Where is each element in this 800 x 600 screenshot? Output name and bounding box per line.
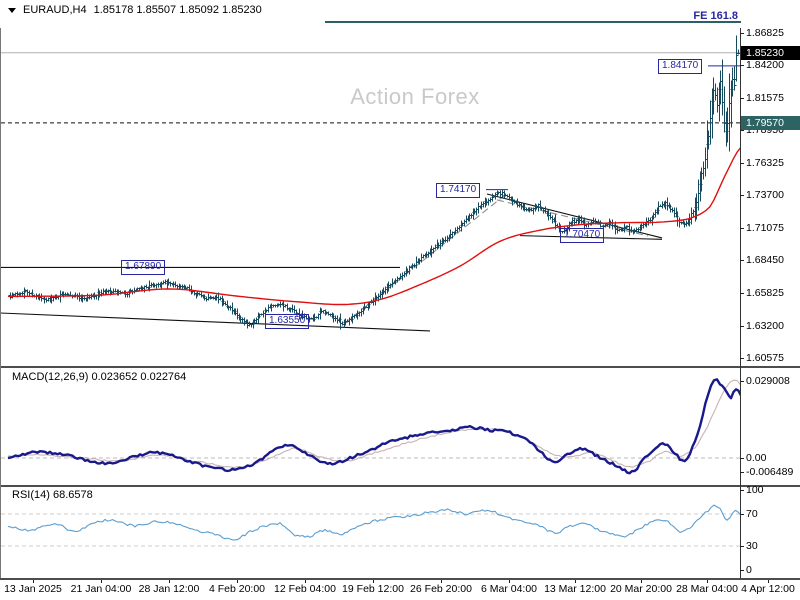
axis-tick	[740, 326, 744, 327]
time-tick-label: 4 Apr 12:00	[741, 583, 795, 595]
axis-tick	[740, 130, 744, 131]
main-price-panel[interactable]	[0, 28, 741, 366]
time-tick-label: 21 Jan 04:00	[70, 583, 132, 595]
axis-tick	[740, 514, 744, 515]
time-axis-tick	[768, 580, 769, 583]
price-tick-label: 1.68450	[746, 254, 784, 266]
rsi-panel[interactable]	[0, 487, 741, 577]
time-axis-tick	[305, 580, 306, 583]
time-axis-tick	[373, 580, 374, 583]
time-axis-tick	[509, 580, 510, 583]
price-annotation-label[interactable]: 1.70470	[560, 228, 605, 243]
price-tick-label: 1.73700	[746, 189, 784, 201]
chart-header: EURAUD,H4 1.85178 1.85507 1.85092 1.8523…	[8, 4, 262, 16]
fib-expansion-label[interactable]: FE 161.8	[693, 10, 738, 22]
macd-panel[interactable]	[0, 368, 741, 485]
symbol-dropdown-icon[interactable]	[8, 7, 16, 13]
price-tick-label: 1.60575	[746, 352, 784, 364]
macd-tick-label: 0.00	[746, 452, 767, 464]
axis-tick	[740, 458, 744, 459]
panel-separator[interactable]	[0, 578, 800, 580]
time-axis-tick	[169, 580, 170, 583]
price-annotation-label[interactable]: 1.63550	[265, 314, 310, 329]
axis-tick	[740, 98, 744, 99]
axis-tick	[740, 293, 744, 294]
watermark: Action Forex	[350, 84, 480, 109]
time-tick-label: 13 Jan 2025	[4, 583, 62, 595]
price-tick-label: 1.84200	[746, 59, 784, 71]
rsi-tick-label: 70	[746, 508, 758, 520]
time-tick-label: 12 Feb 04:00	[274, 583, 336, 595]
time-tick-label: 4 Feb 20:00	[208, 583, 266, 595]
time-tick-label: 6 Mar 04:00	[480, 583, 538, 595]
time-tick-label: 28 Mar 04:00	[676, 583, 738, 595]
axis-tick	[740, 570, 744, 571]
price-tick-label: 1.63200	[746, 320, 784, 332]
macd-tick-label: 0.029008	[746, 375, 790, 387]
axis-tick	[740, 358, 744, 359]
time-tick-label: 20 Mar 20:00	[610, 583, 672, 595]
panel-separator[interactable]	[0, 485, 800, 487]
axis-tick	[740, 163, 744, 164]
price-level-badge: 1.79570	[741, 116, 800, 130]
current-price-badge: 1.85230	[741, 46, 800, 60]
time-axis-tick	[33, 580, 34, 583]
macd-tick-label: -0.006489	[746, 466, 794, 478]
fib-expansion-line[interactable]	[325, 21, 741, 23]
time-axis-tick	[237, 580, 238, 583]
time-tick-label: 19 Feb 12:00	[342, 583, 404, 595]
time-tick-label: 28 Jan 12:00	[138, 583, 200, 595]
price-tick-label: 1.71075	[746, 222, 784, 234]
axis-tick	[740, 260, 744, 261]
price-annotation-label[interactable]: 1.74170	[436, 183, 481, 198]
axis-tick	[740, 490, 744, 491]
price-annotation-label[interactable]: 1.67890	[121, 260, 166, 275]
symbol-timeframe-label: EURAUD,H4	[23, 4, 87, 16]
axis-tick	[740, 195, 744, 196]
time-axis-tick	[575, 580, 576, 583]
axis-tick	[740, 65, 744, 66]
chart-left-border	[0, 28, 1, 578]
panel-separator[interactable]	[0, 366, 800, 368]
time-axis-tick	[101, 580, 102, 583]
price-tick-label: 1.86825	[746, 27, 784, 39]
rsi-tick-label: 30	[746, 540, 758, 552]
ohlc-values: 1.85178 1.85507 1.85092 1.85230	[93, 4, 262, 16]
macd-indicator-label: MACD(12,26,9) 0.023652 0.022764	[12, 371, 187, 383]
axis-tick	[740, 546, 744, 547]
price-tick-label: 1.76325	[746, 157, 784, 169]
rsi-tick-label: 100	[746, 484, 764, 496]
price-tick-label: 1.65825	[746, 287, 784, 299]
time-axis-tick	[707, 580, 708, 583]
rsi-tick-label: 0	[746, 564, 752, 576]
rsi-indicator-label: RSI(14) 68.6578	[12, 489, 93, 501]
time-axis-tick	[641, 580, 642, 583]
axis-tick	[740, 472, 744, 473]
price-axis-border	[740, 28, 741, 578]
axis-tick	[740, 228, 744, 229]
time-tick-label: 26 Feb 20:00	[410, 583, 472, 595]
time-tick-label: 13 Mar 12:00	[544, 583, 606, 595]
axis-tick	[740, 381, 744, 382]
price-tick-label: 1.81575	[746, 92, 784, 104]
price-annotation-label[interactable]: 1.84170	[658, 59, 703, 74]
axis-tick	[740, 33, 744, 34]
time-axis-tick	[441, 580, 442, 583]
